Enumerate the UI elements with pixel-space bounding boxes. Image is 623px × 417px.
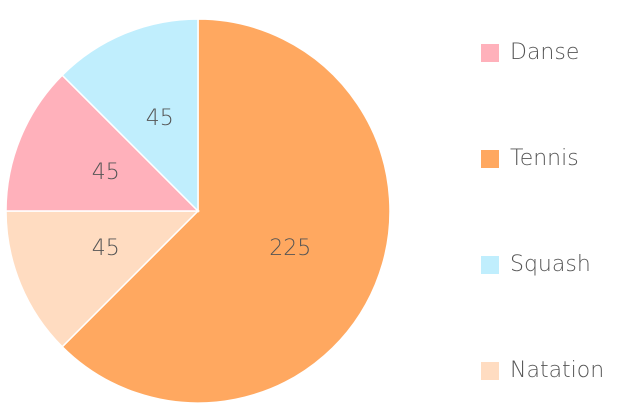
legend-swatch — [481, 44, 499, 62]
legend-swatch — [481, 150, 499, 168]
legend-label: Tennis — [510, 146, 579, 171]
legend-label: Danse — [510, 40, 579, 65]
legend-swatch — [481, 362, 499, 380]
pie-slice — [5, 210, 200, 348]
legend-label: Squash — [510, 252, 591, 277]
pie-slice — [61, 18, 199, 213]
slice-label: 45 — [92, 236, 120, 261]
slice-label: 225 — [269, 236, 311, 261]
slice-label: 45 — [146, 106, 174, 131]
pie-slice — [5, 74, 200, 212]
legend-label: Natation — [510, 358, 604, 383]
pie-slice — [61, 18, 391, 404]
slice-label: 45 — [92, 160, 120, 185]
legend-swatch — [481, 256, 499, 274]
